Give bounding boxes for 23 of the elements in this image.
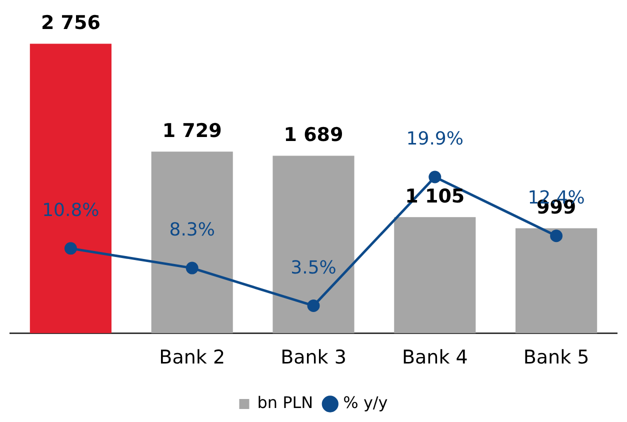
point [307, 299, 320, 312]
point [550, 230, 563, 242]
x-tick-label: Bank 2 [159, 346, 226, 369]
data-label: 1 729 [162, 120, 222, 142]
point [186, 262, 198, 274]
data-label: 8.3% [169, 220, 215, 241]
bar [516, 228, 598, 334]
legend-label: bn PLN [257, 393, 314, 412]
x-tick-label: Bank 5 [523, 346, 590, 369]
bar [272, 156, 354, 334]
data-label: 2 756 [40, 12, 100, 34]
point [64, 242, 77, 255]
x-tick-label: Bank 3 [280, 346, 346, 369]
data-label: 19.9% [406, 128, 464, 150]
bar [394, 217, 476, 334]
x-tick-label: Bank 4 [402, 346, 468, 369]
data-label: 1 689 [284, 124, 344, 146]
data-label: 3.5% [290, 257, 336, 278]
bar [30, 44, 112, 334]
point [428, 170, 442, 184]
legend-label: % y/y [343, 393, 388, 412]
bar [151, 152, 233, 334]
data-label: 10.8% [42, 200, 100, 222]
